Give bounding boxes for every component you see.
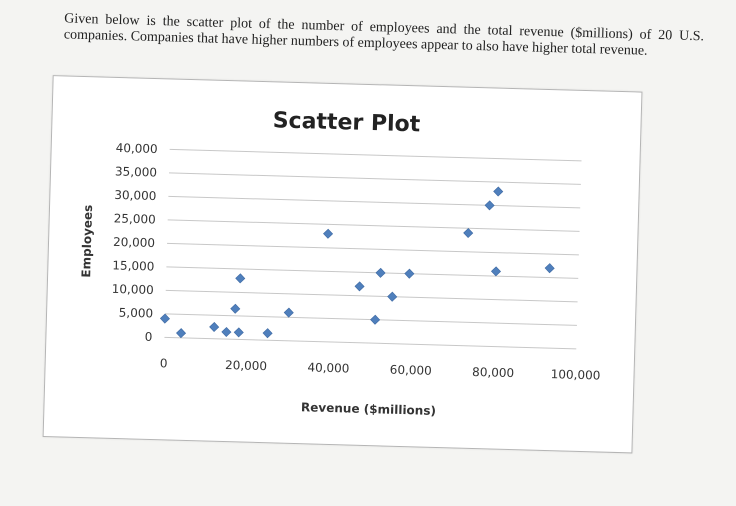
data-point <box>159 313 170 324</box>
y-axis-label: Employees <box>79 205 95 278</box>
y-tick-label: 40,000 <box>116 141 158 156</box>
y-tick-label: 25,000 <box>114 211 156 226</box>
gridline-y-4 <box>167 242 579 256</box>
data-point <box>404 268 415 279</box>
chart-area: Scatter Plot 0 5,000 10,000 15,000 20,000 25,… <box>42 75 643 454</box>
data-point <box>323 228 334 239</box>
gridline-y-5 <box>167 219 580 232</box>
scatter-plot: 0 5,000 10,000 15,000 20,000 25,000 30,000 35,0… <box>79 141 601 418</box>
gridline-y-6 <box>168 195 581 209</box>
data-point <box>387 291 398 302</box>
y-tick-label: 35,000 <box>115 164 157 179</box>
data-point <box>370 314 381 325</box>
data-point <box>283 307 294 318</box>
data-point <box>544 263 555 274</box>
data-point <box>262 328 273 339</box>
data-point <box>490 266 502 277</box>
data-point <box>233 327 244 338</box>
x-axis-label: Revenue ($millions) <box>301 400 436 418</box>
data-point <box>209 321 220 333</box>
gridline-y-3 <box>166 266 579 279</box>
data-point <box>230 303 241 314</box>
gridline-y-7 <box>169 172 581 185</box>
y-tick-label: 15,000 <box>112 258 154 273</box>
y-tick-label: 0 <box>145 330 153 344</box>
x-tick-label: 0 <box>160 356 168 370</box>
x-tick-label: 80,000 <box>472 365 514 380</box>
intro-paragraph: Given below is the scatter plot of the n… <box>63 11 705 59</box>
data-point <box>375 267 386 278</box>
x-tick-label: 40,000 <box>307 360 349 375</box>
y-tick-label: 30,000 <box>114 188 156 203</box>
y-tick-label: 5,000 <box>119 306 154 321</box>
y-tick-label: 10,000 <box>112 282 154 297</box>
data-point <box>221 327 232 338</box>
x-tick-label: 60,000 <box>390 363 432 378</box>
y-tick-label: 20,000 <box>113 235 155 250</box>
data-point <box>235 273 246 284</box>
gridline-y-0 <box>164 336 577 350</box>
x-tick-label: 20,000 <box>225 358 267 373</box>
x-tick-label: 100,000 <box>551 367 601 382</box>
data-point <box>493 186 504 197</box>
data-point <box>463 227 474 239</box>
gridline-y-8 <box>169 148 582 162</box>
gridline-y-2 <box>165 289 578 303</box>
data-point <box>354 281 365 292</box>
data-point <box>176 328 187 339</box>
data-point <box>484 200 495 211</box>
